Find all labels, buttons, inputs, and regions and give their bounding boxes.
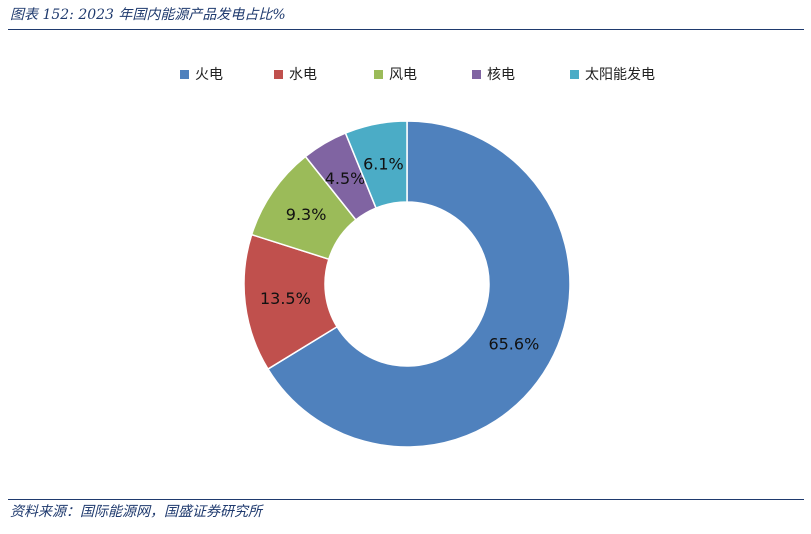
legend-swatch-wind [374,69,383,79]
legend-item-wind: 风电 [374,64,417,84]
legend-label-solar: 太阳能发电 [585,67,655,83]
legend-swatch-nuclear [472,69,481,79]
donut-slice-solar [344,120,408,210]
title-divider [8,29,804,30]
legend-item-hydro: 水电 [274,64,317,84]
legend-label-hydro: 水电 [289,67,317,83]
legend-label-wind: 风电 [389,67,417,83]
legend-label-thermal: 火电 [195,67,223,83]
chart-legend: 火电 水电 风电 核电 太阳能发电 [0,64,811,84]
legend-item-thermal: 火电 [180,64,223,84]
data-label-nuclear: 4.5% [325,169,366,188]
figure-title: 图表 152: 2023 年国内能源产品发电占比% [10,7,286,23]
legend-swatch-thermal [180,69,189,79]
legend-label-nuclear: 核电 [487,67,515,83]
legend-item-solar: 太阳能发电 [570,64,655,84]
data-label-solar: 6.1% [363,154,404,173]
data-label-thermal: 65.6% [488,334,539,353]
legend-item-nuclear: 核电 [472,64,515,84]
legend-swatch-solar [570,69,579,79]
legend-swatch-hydro [274,69,283,79]
donut-slice-thermal [266,120,571,448]
data-label-wind: 9.3% [286,205,327,224]
source-note: 资料来源：国际能源网，国盛证券研究所 [10,504,262,520]
source-divider [8,499,804,500]
data-label-hydro: 13.5% [260,289,311,308]
